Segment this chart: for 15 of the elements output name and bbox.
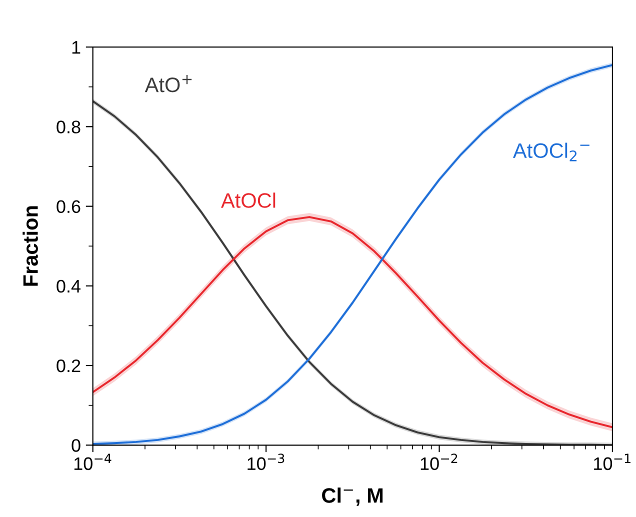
y-tick-label: 0.2 [56,359,80,372]
x-tick-label: 10$^{−2}$ [420,454,458,470]
x-axis-title: Cl$^{−}$, M [322,488,383,506]
series-label: AtOCl$_{2}$$^{−}$ [512,142,590,162]
y-tick-label: 0.6 [56,200,80,214]
y-tick-label: 1 [72,41,80,54]
series-label: AtO$^{+}$ [144,74,192,92]
x-tick-label: 10$^{−3}$ [248,454,284,470]
series-label: AtOCl [221,192,276,208]
x-tick-label: 10$^{−1}$ [594,454,630,470]
y-tick-label: 0.8 [56,120,80,134]
y-axis-title: Fraction [22,206,38,286]
y-tick-label: 0 [72,439,80,452]
y-tick-label: 0.4 [56,280,81,293]
x-tick-label: 10$^{−4}$ [74,454,112,470]
